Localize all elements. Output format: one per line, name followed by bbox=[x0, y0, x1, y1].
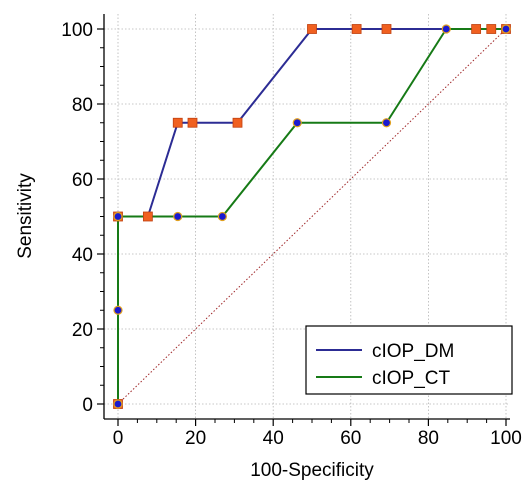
data-point-cIOP_DM bbox=[307, 24, 317, 34]
data-point-cIOP_DM bbox=[471, 24, 482, 34]
x-tick-label: 60 bbox=[340, 428, 361, 449]
data-point-cIOP_CT bbox=[217, 211, 227, 222]
x-tick-label: 40 bbox=[263, 428, 284, 449]
x-tick-label: 80 bbox=[418, 428, 439, 449]
legend-label-cIOP_CT: cIOP_CT bbox=[372, 368, 451, 389]
x-tick-label: 0 bbox=[113, 428, 124, 449]
data-point-cIOP_CT bbox=[113, 399, 123, 409]
x-tick-label: 100 bbox=[490, 428, 522, 449]
legend-box bbox=[305, 325, 513, 395]
data-point-cIOP_CT bbox=[173, 211, 183, 222]
data-point-cIOP_DM bbox=[486, 24, 497, 34]
reference-diagonal-line bbox=[117, 28, 507, 405]
data-point-cIOP_CT bbox=[501, 24, 511, 34]
data-point-cIOP_DM bbox=[172, 117, 183, 128]
data-point-cIOP_DM bbox=[232, 117, 243, 128]
data-point-cIOP_DM bbox=[351, 24, 362, 34]
y-tick-label: 0 bbox=[82, 395, 93, 416]
data-point-cIOP_CT bbox=[381, 118, 392, 128]
legend: cIOP_DM cIOP_CT bbox=[305, 325, 513, 395]
x-tick-label: 20 bbox=[185, 428, 206, 449]
data-point-cIOP_CT bbox=[441, 24, 451, 34]
y-axis-title: Sensitivity bbox=[15, 173, 36, 259]
y-tick-label: 100 bbox=[61, 20, 93, 41]
tick-label-layer: 0 20 40 60 80 100 0 20 40 60 80 100 bbox=[61, 20, 522, 449]
data-point-cIOP_CT bbox=[113, 211, 123, 222]
reference-line-layer bbox=[117, 28, 507, 405]
y-tick-label: 80 bbox=[72, 95, 93, 116]
data-point-cIOP_CT bbox=[292, 118, 302, 128]
x-axis-title: 100-Specificity bbox=[250, 460, 374, 481]
data-point-cIOP_DM bbox=[187, 117, 198, 128]
legend-label-cIOP_DM: cIOP_DM bbox=[372, 341, 454, 362]
data-point-cIOP_DM bbox=[381, 24, 392, 34]
y-tick-label: 20 bbox=[72, 320, 93, 341]
data-point-cIOP_DM bbox=[142, 211, 153, 222]
series-layer bbox=[113, 24, 511, 409]
data-point-cIOP_CT bbox=[113, 305, 123, 315]
axes-layer bbox=[97, 14, 510, 426]
y-tick-label: 40 bbox=[72, 245, 93, 266]
y-tick-label: 60 bbox=[72, 170, 93, 191]
